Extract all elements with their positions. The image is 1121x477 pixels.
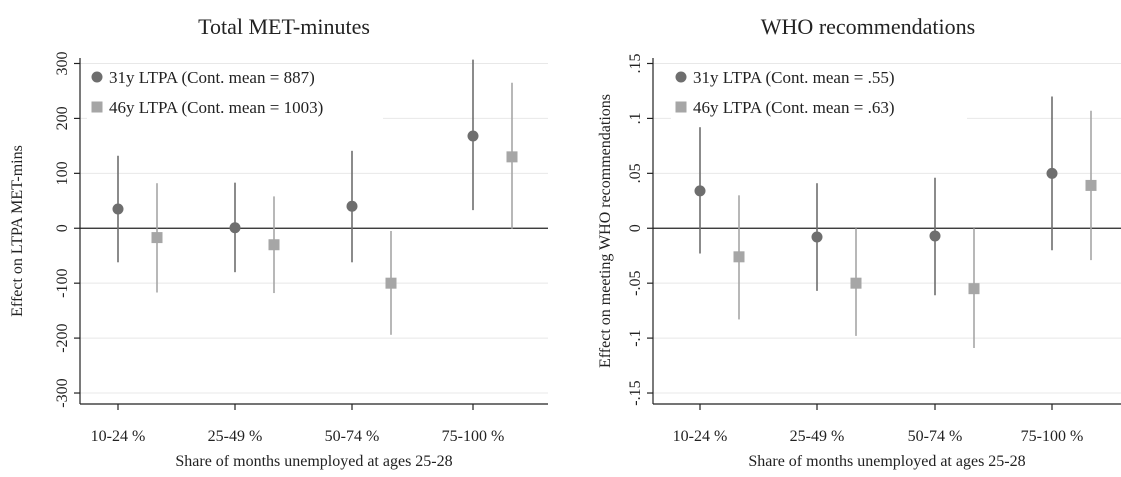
y-tick-label: -.05 [627,271,644,296]
point-marker [929,230,941,242]
chart-title: Total MET-minutes [198,14,370,39]
legend-box [671,66,967,126]
y-axis-label: Effect on meeting WHO recommendations [597,94,614,368]
x-tick-label: 50-74 % [325,428,380,445]
x-tick-label: 75-100 % [442,428,505,445]
chart-title: WHO recommendations [761,14,975,39]
y-axis-label: Effect on LTPA MET-mins [9,145,26,317]
legend-label: 31y LTPA (Cont. mean = .55) [693,68,894,87]
chart-panel-2: -.15 -.1 -.05 0 .05 .1 .15 10-24 % 25-49 % 50-74 … [597,14,1121,470]
legend-marker [675,71,687,83]
legend-box [87,66,383,126]
legend-marker [91,71,103,83]
y-tick-label: -300 [54,378,71,407]
point-marker [506,151,518,163]
point-marker [346,200,358,212]
y-tick-label: .05 [627,163,644,183]
legend-marker [675,101,687,113]
point-marker [1085,179,1097,191]
x-axis-label: Share of months unemployed at ages 25-28 [175,453,452,470]
legend-marker [91,101,103,113]
x-tick-label: 75-100 % [1021,428,1084,445]
point-marker [1046,167,1058,179]
point-marker [268,239,280,251]
y-tick-label: 0 [54,224,71,232]
legend-label: 46y LTPA (Cont. mean = .63) [693,98,894,117]
x-axis-label: Share of months unemployed at ages 25-28 [748,453,1025,470]
y-tick-label: 300 [54,51,71,75]
point-marker [811,231,823,243]
y-tick-label: 200 [54,106,71,130]
legend-label: 46y LTPA (Cont. mean = 1003) [109,98,323,117]
point-marker [229,222,241,234]
x-tick-label: 25-49 % [208,428,263,445]
x-tick-label: 25-49 % [790,428,845,445]
y-tick-label: -100 [54,269,71,298]
point-marker [151,232,163,244]
y-tick-label: -.15 [627,380,644,405]
x-tick-label: 50-74 % [908,428,963,445]
point-marker [850,277,862,289]
point-marker [467,130,479,142]
y-tick-label: 0 [627,224,644,232]
point-marker [968,283,980,295]
y-tick-label: 100 [54,161,71,185]
y-tick-label: -200 [54,323,71,352]
x-tick-label: 10-24 % [673,428,728,445]
point-marker [385,277,397,289]
point-marker [112,203,124,215]
y-tick-label: .1 [627,112,644,124]
y-tick-label: .15 [627,53,644,73]
legend-label: 31y LTPA (Cont. mean = 887) [109,68,315,87]
point-marker [694,185,706,197]
point-marker [733,251,745,263]
chart-panel-1: -300 -200 -100 0 100 200 300 10-24 % 25-49 % 50-7… [9,14,548,470]
y-tick-label: -.1 [627,329,644,346]
x-tick-label: 10-24 % [91,428,146,445]
